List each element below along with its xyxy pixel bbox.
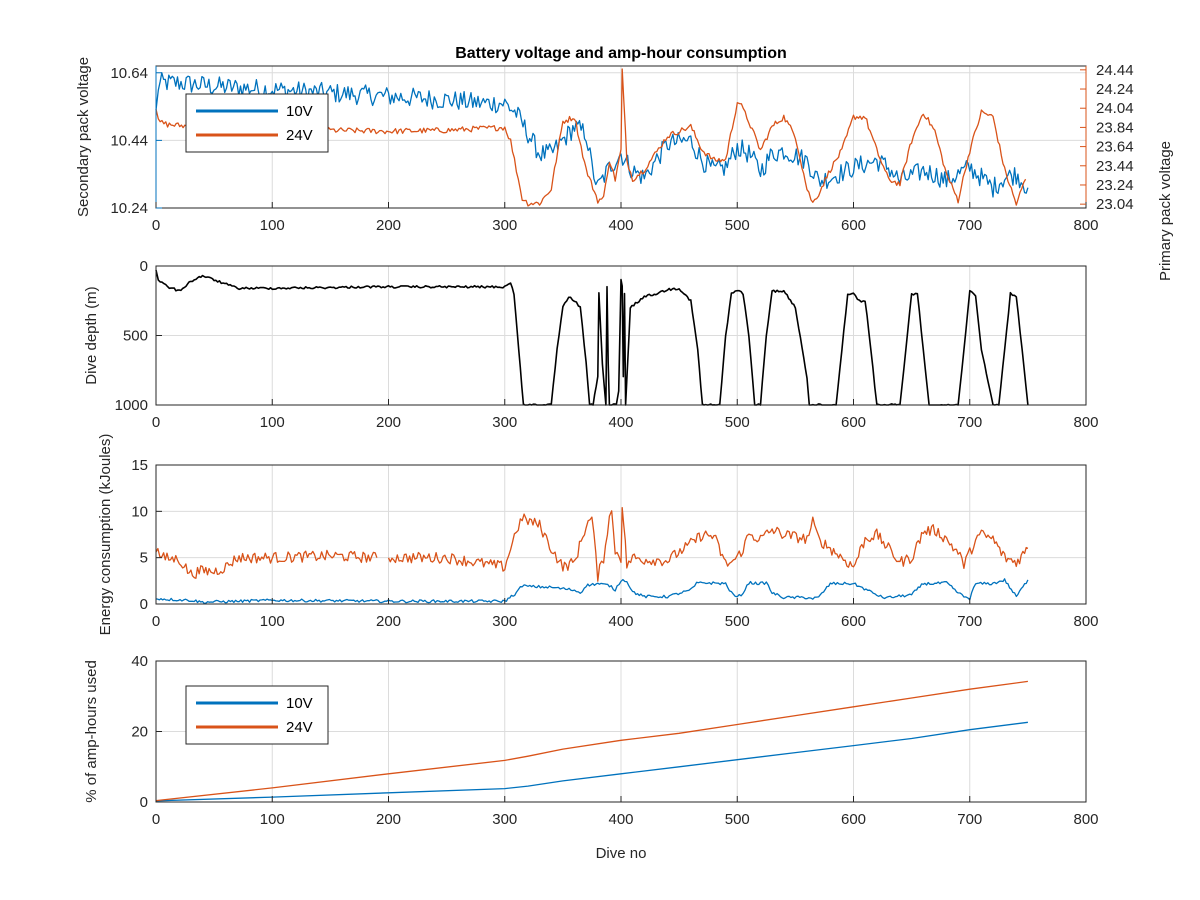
legend-label: 24V (286, 127, 313, 144)
x-tick-label: 300 (492, 811, 517, 828)
x-tick-label: 200 (376, 414, 401, 431)
x-tick-label: 700 (957, 217, 982, 234)
legend-box (185, 685, 329, 745)
y-tick-label: 0 (140, 258, 148, 275)
x-tick-label: 300 (492, 414, 517, 431)
x-tick-label: 300 (492, 217, 517, 234)
series-line-series-1 (155, 269, 1029, 406)
x-tick-label: 600 (841, 414, 866, 431)
x-tick-label: 0 (152, 613, 160, 630)
x-tick-label: 600 (841, 217, 866, 234)
chart-title: Battery voltage and amp-hour consumption (455, 45, 787, 62)
x-axis-label: Dive no (596, 845, 647, 862)
y2-tick-label: 23.84 (1096, 119, 1134, 136)
x-tick-label: 100 (260, 811, 285, 828)
chart-panel-3: 0 100 200 300 400 500 600 700 800 0 5 10 15 Energy co… (97, 434, 1099, 636)
y-axis-label: Dive depth (m) (83, 286, 100, 384)
y2-tick-label: 24.04 (1096, 100, 1134, 117)
x-tick-label: 700 (957, 414, 982, 431)
series-group (155, 507, 1029, 605)
x-tick-label: 400 (608, 811, 633, 828)
y-tick-label: 10.44 (110, 132, 148, 149)
y2-tick-label: 23.04 (1096, 196, 1134, 213)
legend-box (185, 93, 329, 153)
x-tick-label: 800 (1073, 414, 1098, 431)
charts-layer: 0 100 200 300 400 500 600 700 80010.2410.4410.64… (75, 45, 1174, 862)
legend-label: 24V (286, 719, 313, 736)
y2-tick-label: 23.44 (1096, 158, 1134, 175)
series-line-24V (155, 680, 1028, 802)
x-tick-label: 0 (152, 811, 160, 828)
y-tick-label: 40 (131, 653, 148, 670)
x-tick-label: 0 (152, 217, 160, 234)
y2-tick-label: 23.24 (1096, 177, 1134, 194)
x-tick-label: 600 (841, 811, 866, 828)
series-line-10V (155, 578, 1029, 605)
y-tick-label: 10.24 (110, 200, 148, 217)
x-tick-label: 100 (260, 217, 285, 234)
y-tick-label: 10 (131, 503, 148, 520)
x-tick-label: 100 (260, 414, 285, 431)
series-group (155, 269, 1029, 406)
y-axis-label: Energy consumption (kJoules) (97, 434, 114, 636)
legend-label: 10V (286, 103, 313, 120)
x-tick-label: 700 (957, 811, 982, 828)
series-line-24V (155, 507, 1029, 582)
x-tick-label: 500 (725, 414, 750, 431)
series-group (155, 680, 1028, 802)
x-tick-label: 200 (376, 613, 401, 630)
x-tick-label: 200 (376, 811, 401, 828)
y-tick-label: 0 (140, 596, 148, 613)
chart-panel-4: 0 100 200 300 400 500 600 700 800 0 20 40 % of amp-h… (83, 653, 1099, 862)
x-tick-label: 500 (725, 613, 750, 630)
x-tick-label: 400 (608, 217, 633, 234)
y-tick-label: 20 (131, 724, 148, 741)
chart-panel-1: 0 100 200 300 400 500 600 700 800 10.24 10.44 10.64… (75, 45, 1174, 281)
y-tick-label: 15 (131, 457, 148, 474)
y-axis-label: Secondary pack voltage (75, 57, 92, 217)
y2-tick-label: 24.44 (1096, 62, 1134, 79)
x-tick-label: 800 (1073, 811, 1098, 828)
legend-label: 10V (286, 695, 313, 712)
x-tick-label: 500 (725, 217, 750, 234)
y2-tick-label: 23.64 (1096, 139, 1134, 156)
x-tick-label: 400 (608, 613, 633, 630)
y-tick-label: 10.64 (110, 65, 148, 82)
x-tick-label: 800 (1073, 217, 1098, 234)
y-axis-label: % of amp-hours used (83, 660, 100, 803)
x-tick-label: 800 (1073, 613, 1098, 630)
y-tick-label: 5 (140, 550, 148, 567)
x-tick-label: 100 (260, 613, 285, 630)
chart-panel-2: 0 100 200 300 400 500 600 700 800 0 500 1000 Dive de… (83, 258, 1099, 431)
y-tick-label: 1000 (115, 397, 148, 414)
x-tick-label: 700 (957, 613, 982, 630)
y-tick-label: 0 (140, 794, 148, 811)
y2-axis-label: Primary pack voltage (1157, 141, 1174, 281)
y2-tick-label: 24.24 (1096, 81, 1134, 98)
x-tick-label: 500 (725, 811, 750, 828)
series-line-10V (155, 721, 1028, 802)
x-tick-label: 200 (376, 217, 401, 234)
series-line-10V (155, 72, 1029, 198)
x-tick-label: 400 (608, 414, 633, 431)
y-tick-label: 500 (123, 328, 148, 345)
x-tick-label: 300 (492, 613, 517, 630)
x-tick-label: 0 (152, 414, 160, 431)
x-tick-label: 600 (841, 613, 866, 630)
